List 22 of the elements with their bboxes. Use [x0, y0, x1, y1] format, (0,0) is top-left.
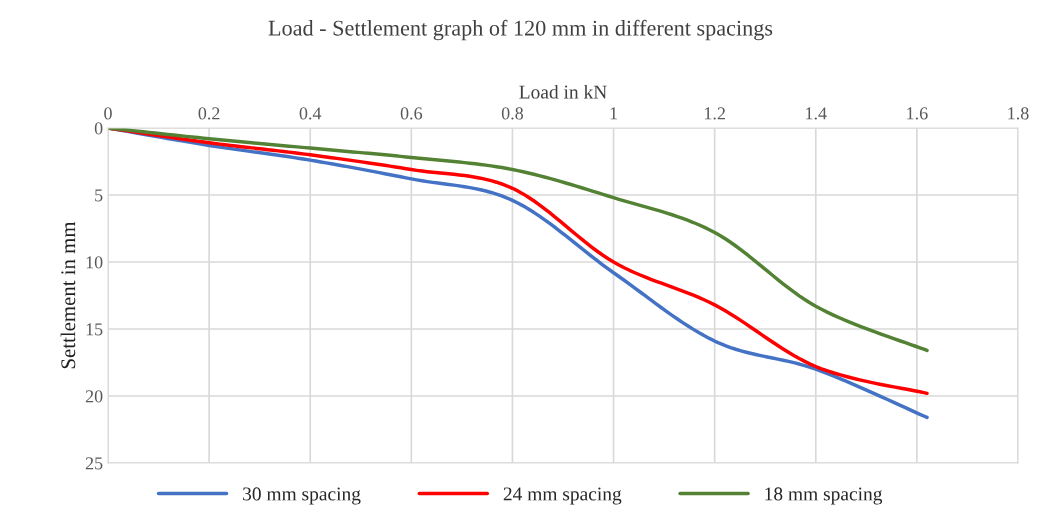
- x-tick-label: 0.8: [501, 107, 524, 120]
- y-tick-label: 25: [85, 457, 103, 470]
- x-tick-label: 1.2: [704, 107, 725, 120]
- x-tick-label: 0.4: [299, 107, 322, 120]
- x-tick-label: 1.4: [806, 107, 827, 120]
- y-tick-label: 5: [95, 189, 103, 202]
- y-tick-label: 20: [85, 390, 103, 403]
- x-axis-title: Load in kN: [519, 84, 607, 99]
- legend-label: 18 mm spacing: [765, 487, 883, 505]
- legend-label: 24 mm spacing: [503, 487, 622, 505]
- y-tick-label: 10: [86, 256, 103, 269]
- chart-title: Load - Settlement graph of 120 mm in different spacings: [268, 19, 773, 41]
- y-tick-label: 15: [86, 323, 103, 336]
- x-tick-label: 1: [610, 107, 617, 120]
- x-tick-label: 1.6: [907, 107, 928, 120]
- x-tick-label: 0: [104, 107, 112, 120]
- y-tick-label: 0: [94, 122, 103, 135]
- x-tick-label: 0.6: [400, 107, 423, 120]
- legend-label: 30 mm spacing: [243, 487, 361, 505]
- y-axis-title: Settlement in mm: [60, 221, 76, 369]
- x-tick-label: 1.8: [1008, 107, 1029, 120]
- x-tick-label: 0.2: [198, 107, 220, 120]
